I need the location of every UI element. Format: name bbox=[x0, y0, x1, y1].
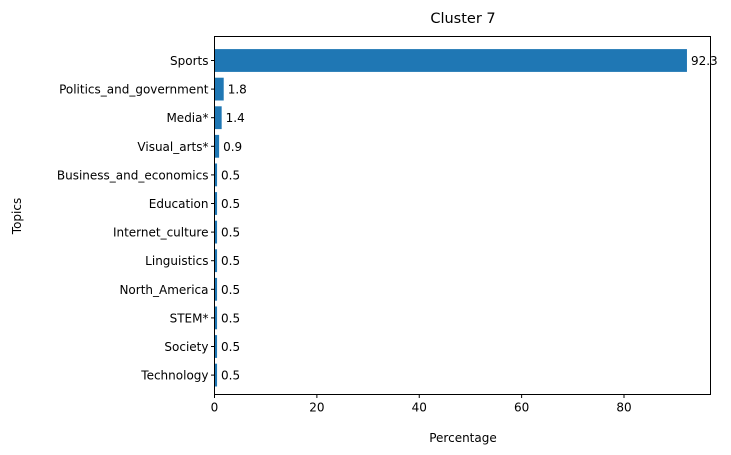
value-labels-group: 92.3 1.8 1.4 0.9 0.5 0.5 0.5 0.5 0.5 0.5 0.5 0.5 bbox=[221, 54, 718, 383]
value-label: 0.5 bbox=[221, 226, 240, 240]
chart-title: Cluster 7 bbox=[430, 11, 495, 27]
bar-North_America bbox=[214, 277, 218, 301]
value-label: 1.4 bbox=[226, 111, 245, 125]
bar-Linguistics bbox=[214, 249, 218, 273]
y-tick-label: Linguistics bbox=[145, 254, 208, 268]
x-tick-label: 20 bbox=[309, 401, 324, 415]
value-label: 0.9 bbox=[223, 140, 242, 154]
y-axis-label: Topics bbox=[10, 198, 24, 235]
value-label: 0.5 bbox=[221, 311, 240, 325]
value-label: 0.5 bbox=[221, 340, 240, 354]
bar-Internet_culture bbox=[214, 220, 218, 244]
x-tick-label: 60 bbox=[514, 401, 529, 415]
y-tick-label: Business_and_economics bbox=[57, 168, 209, 182]
plot-frame bbox=[214, 36, 711, 395]
x-tick-label: 80 bbox=[616, 401, 631, 415]
y-tick-label: Society bbox=[164, 340, 208, 354]
bar-Media* bbox=[214, 106, 222, 130]
bar-STEM* bbox=[214, 306, 218, 330]
value-label: 0.5 bbox=[221, 369, 240, 383]
x-axis-label: Percentage bbox=[429, 431, 497, 445]
bar-Technology bbox=[214, 363, 218, 387]
value-label: 1.8 bbox=[228, 83, 247, 97]
y-tick-label: Media* bbox=[166, 111, 208, 125]
bars-group bbox=[214, 49, 687, 387]
y-tick-label: Sports bbox=[170, 54, 208, 68]
y-tick-label: Visual_arts* bbox=[137, 140, 208, 154]
value-label: 0.5 bbox=[221, 197, 240, 211]
bar-Education bbox=[214, 192, 218, 215]
value-label: 0.5 bbox=[221, 283, 240, 297]
y-tick-label: Internet_culture bbox=[113, 226, 209, 240]
y-tick-label: Politics_and_government bbox=[59, 83, 209, 97]
bar-Politics_and_government bbox=[214, 77, 224, 101]
y-tick-label: Technology bbox=[140, 369, 208, 383]
bar-Society bbox=[214, 335, 218, 358]
bar-Business_and_economics bbox=[214, 163, 218, 187]
value-label: 0.5 bbox=[221, 168, 240, 182]
y-axis-ticks: Sports Politics_and_government Media* Visua… bbox=[57, 54, 215, 383]
value-label: 92.3 bbox=[691, 54, 718, 68]
x-axis-ticks: 0 20 40 60 80 bbox=[211, 394, 632, 415]
y-tick-label: STEM* bbox=[170, 311, 209, 325]
y-tick-label: Education bbox=[149, 197, 209, 211]
x-tick-label: 0 bbox=[211, 401, 219, 415]
bar-Sports bbox=[214, 49, 687, 72]
value-label: 0.5 bbox=[221, 254, 240, 268]
y-tick-label: North_America bbox=[119, 283, 208, 297]
bar-Visual_arts* bbox=[214, 134, 220, 158]
x-tick-label: 40 bbox=[412, 401, 427, 415]
